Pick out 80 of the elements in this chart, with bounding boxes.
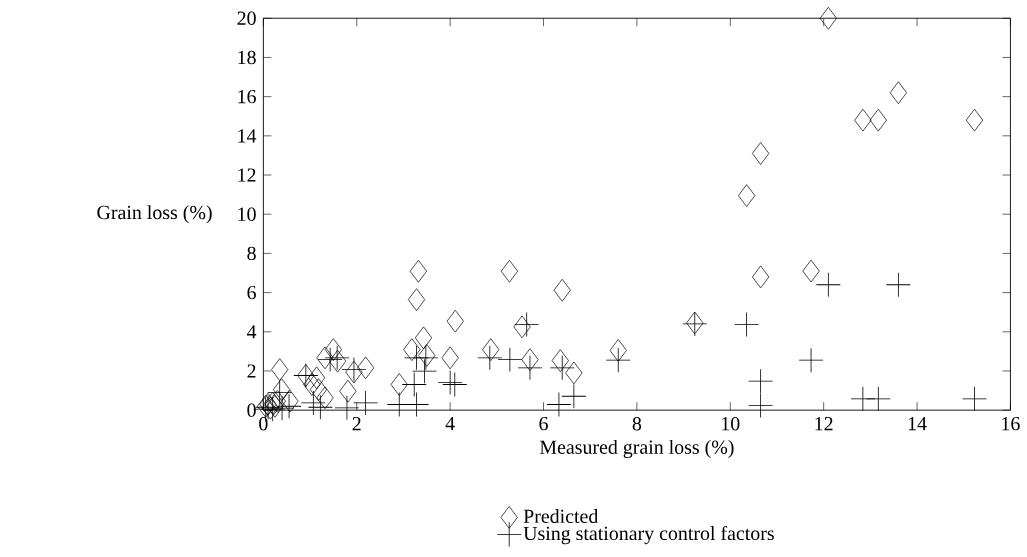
point xyxy=(268,389,286,413)
point xyxy=(402,372,427,397)
point xyxy=(752,265,770,289)
point xyxy=(316,346,334,370)
point xyxy=(551,349,569,372)
point xyxy=(339,379,357,403)
y-tick-label: 14 xyxy=(238,129,257,143)
y-axis-title: Grain loss (%) xyxy=(97,205,212,224)
point xyxy=(318,347,343,372)
point xyxy=(500,259,519,283)
point xyxy=(303,373,321,396)
point xyxy=(446,309,464,333)
x-axis-title: Measured grain loss (%) xyxy=(539,439,734,458)
y-tick-label: 8 xyxy=(247,246,256,260)
point xyxy=(403,338,421,361)
point xyxy=(271,358,289,381)
y-tick-label: 6 xyxy=(247,285,256,300)
point xyxy=(565,361,583,385)
y-tick-label: 4 xyxy=(246,325,257,339)
point xyxy=(267,380,292,405)
legend-label: Predicted xyxy=(523,508,599,523)
point xyxy=(748,393,773,418)
point xyxy=(316,386,334,410)
point xyxy=(962,386,987,411)
point xyxy=(324,338,342,361)
point xyxy=(550,355,575,380)
y-tick-label: 0 xyxy=(247,403,256,417)
point xyxy=(869,108,887,132)
point xyxy=(441,346,459,370)
x-tick-label: 8 xyxy=(632,416,642,431)
point xyxy=(609,338,627,362)
point xyxy=(357,356,375,380)
point xyxy=(390,373,408,396)
point xyxy=(513,315,531,339)
point xyxy=(965,108,984,132)
point xyxy=(886,272,911,297)
point xyxy=(477,345,502,370)
point xyxy=(308,366,326,390)
point xyxy=(281,389,299,413)
point xyxy=(413,345,438,370)
point xyxy=(482,338,500,361)
x-tick-label: 6 xyxy=(539,416,548,431)
point xyxy=(738,184,756,207)
point xyxy=(418,344,436,367)
point xyxy=(272,378,291,401)
y-tick-label: 18 xyxy=(238,50,256,65)
point xyxy=(407,288,426,311)
point xyxy=(816,272,841,297)
point xyxy=(414,326,433,350)
y-tick-label: 2 xyxy=(247,364,256,378)
point xyxy=(734,312,759,337)
point xyxy=(309,378,328,401)
x-tick-label: 10 xyxy=(722,416,740,431)
point xyxy=(497,347,522,372)
y-tick-label: 20 xyxy=(237,11,256,25)
x-tick-label: 12 xyxy=(815,416,833,431)
point xyxy=(412,359,437,384)
point xyxy=(521,348,539,371)
legend-label: Using stationary control factors xyxy=(523,525,774,545)
point xyxy=(409,259,427,283)
point xyxy=(308,395,333,420)
point xyxy=(854,108,872,132)
x-tick-label: 14 xyxy=(908,416,927,430)
x-tick-label: 2 xyxy=(352,416,361,431)
point xyxy=(802,259,820,283)
point xyxy=(553,278,571,302)
point xyxy=(866,386,891,411)
point xyxy=(514,312,539,337)
x-tick-label: 4 xyxy=(445,416,455,430)
point xyxy=(752,141,770,165)
point xyxy=(606,348,631,373)
point xyxy=(819,6,837,30)
point xyxy=(561,384,586,409)
x-tick-label: 16 xyxy=(1002,416,1020,431)
x-tick-label: 0 xyxy=(259,416,268,431)
y-tick-label: 10 xyxy=(238,207,256,221)
point xyxy=(748,369,773,394)
point xyxy=(889,81,907,104)
y-tick-label: 16 xyxy=(238,89,256,104)
y-tick-label: 12 xyxy=(238,168,256,182)
